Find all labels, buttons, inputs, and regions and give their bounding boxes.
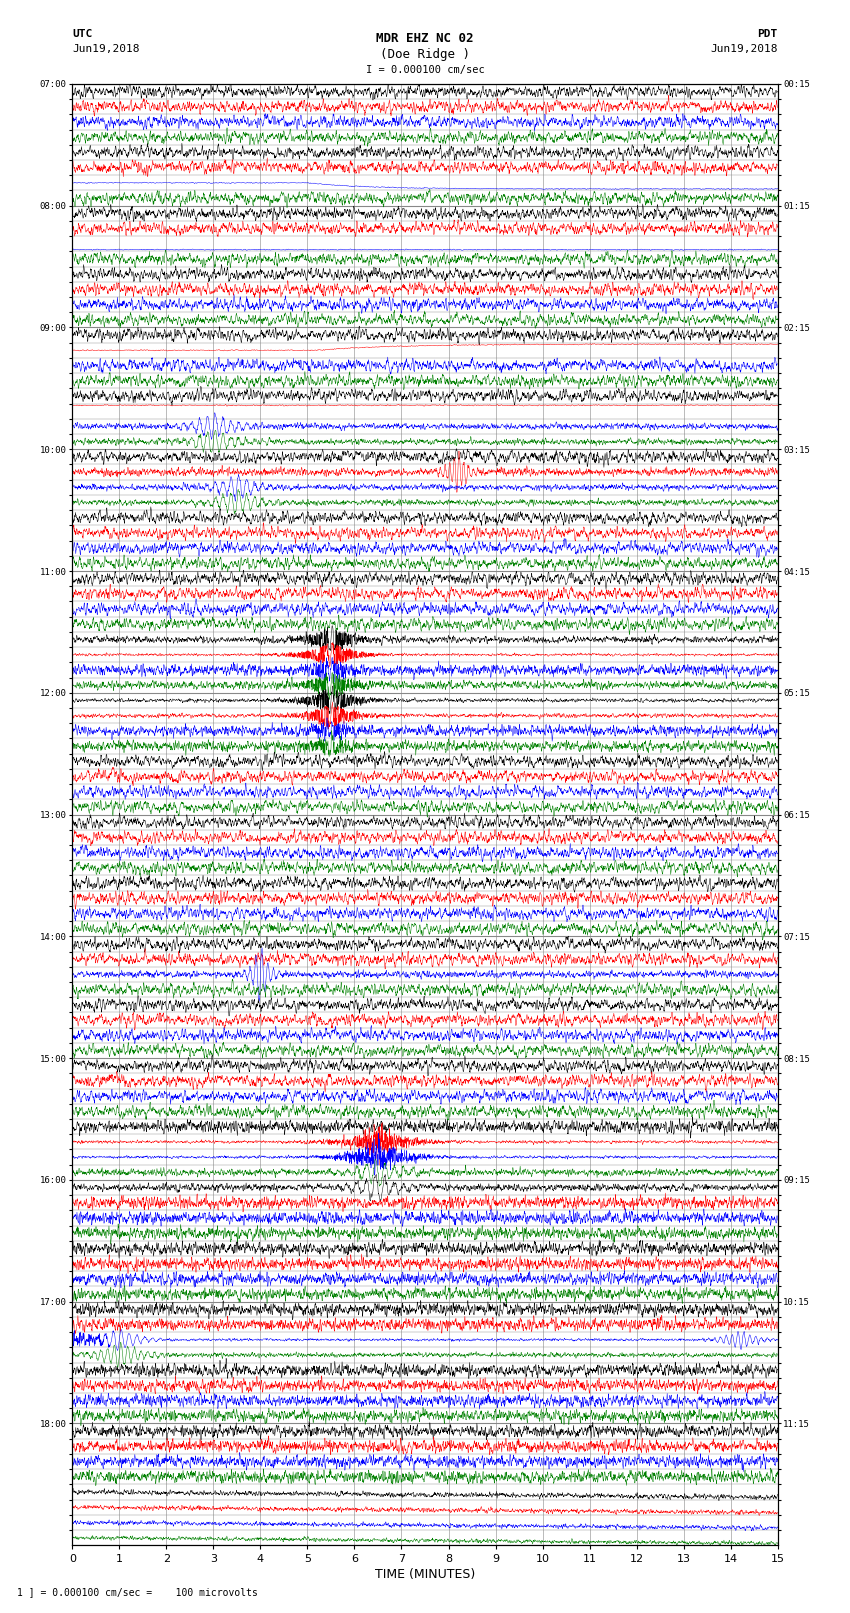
Text: MDR EHZ NC 02: MDR EHZ NC 02: [377, 32, 473, 45]
X-axis label: TIME (MINUTES): TIME (MINUTES): [375, 1568, 475, 1581]
Text: Jun19,2018: Jun19,2018: [72, 44, 139, 53]
Text: (Doe Ridge ): (Doe Ridge ): [380, 48, 470, 61]
Text: PDT: PDT: [757, 29, 778, 39]
Text: UTC: UTC: [72, 29, 93, 39]
Text: 1 ] = 0.000100 cm/sec =    100 microvolts: 1 ] = 0.000100 cm/sec = 100 microvolts: [17, 1587, 258, 1597]
Text: Jun19,2018: Jun19,2018: [711, 44, 778, 53]
Text: I = 0.000100 cm/sec: I = 0.000100 cm/sec: [366, 65, 484, 74]
